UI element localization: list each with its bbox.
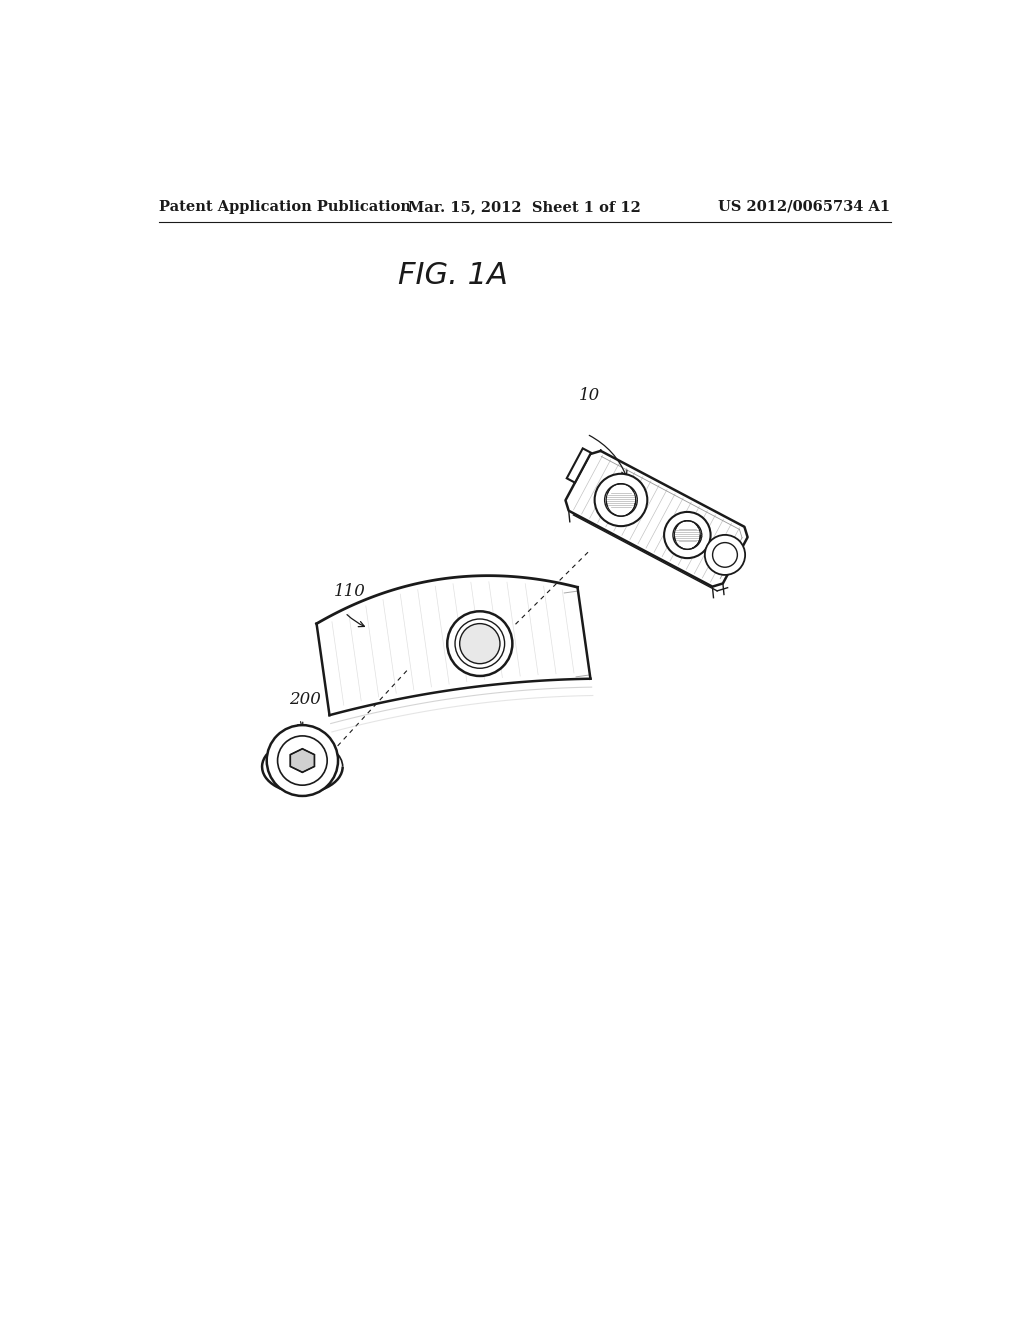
Text: 200: 200 [289,692,322,709]
Circle shape [604,483,637,516]
Circle shape [713,543,737,568]
Circle shape [447,611,512,676]
Circle shape [673,520,701,549]
Text: Patent Application Publication: Patent Application Publication [159,199,411,214]
Polygon shape [290,748,314,772]
Circle shape [595,474,647,527]
Text: 10: 10 [579,387,600,404]
Circle shape [278,737,328,785]
Circle shape [455,619,505,668]
Polygon shape [316,576,591,715]
Circle shape [665,512,711,558]
Text: FIG. 1A: FIG. 1A [398,261,508,290]
Polygon shape [566,449,591,483]
Text: Mar. 15, 2012  Sheet 1 of 12: Mar. 15, 2012 Sheet 1 of 12 [409,199,641,214]
Text: 110: 110 [334,583,366,601]
Circle shape [266,725,338,796]
Circle shape [705,535,745,576]
Circle shape [460,623,500,664]
Text: US 2012/0065734 A1: US 2012/0065734 A1 [719,199,891,214]
